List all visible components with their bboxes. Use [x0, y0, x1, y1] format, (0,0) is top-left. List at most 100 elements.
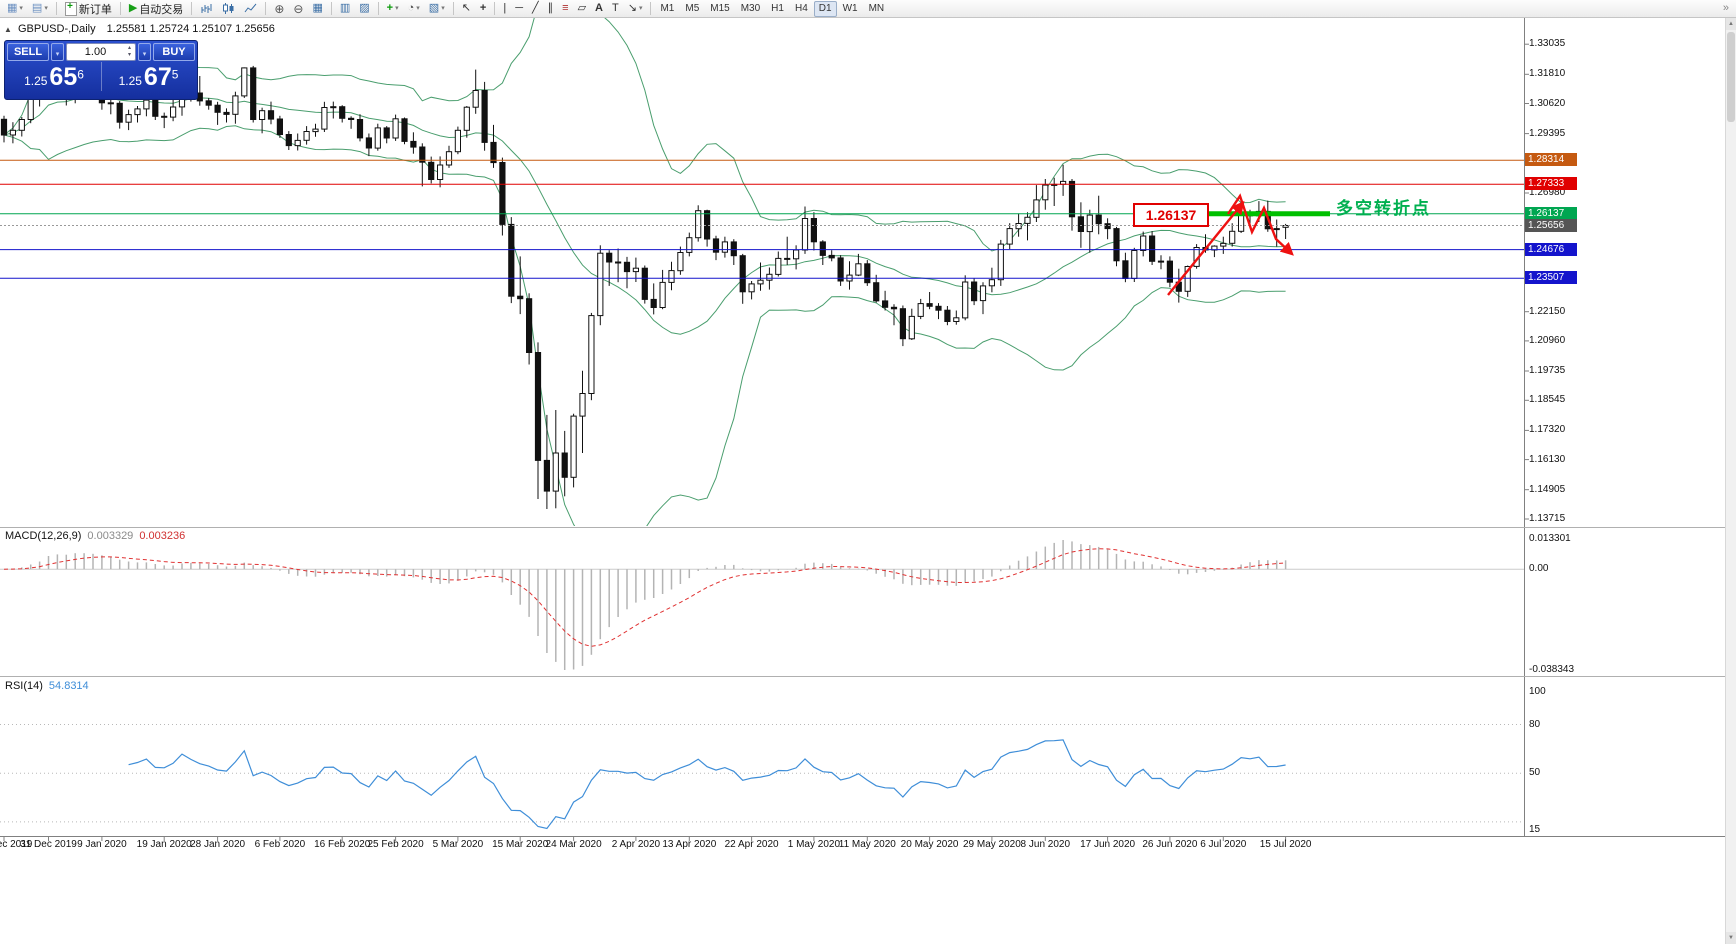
volume-input[interactable]: 1.00 ▴ ▾: [66, 43, 136, 61]
chevron-down-icon: ▾: [441, 5, 445, 12]
indicators-button[interactable]: + ▾: [383, 0, 403, 17]
cursor-button[interactable]: ↖: [458, 0, 475, 17]
bar-chart-mode-button[interactable]: [196, 0, 217, 17]
vertical-line-button[interactable]: |: [499, 0, 510, 17]
symbol-title: GBPUSD-,Daily: [17, 23, 96, 35]
periods-button[interactable]: ◔ ▾: [404, 0, 424, 17]
zoom-in-icon: ⊕: [274, 1, 285, 16]
price-tick-label: 1.33035: [1529, 38, 1566, 50]
price-tick-label: 1.31810: [1529, 68, 1566, 80]
sell-price-sup: 6: [77, 67, 84, 82]
chevron-down-icon: ▾: [416, 5, 420, 12]
text-label-button[interactable]: T: [608, 0, 623, 17]
buy-button[interactable]: BUY: [153, 43, 195, 61]
arrow-tools-icon: ↘: [627, 2, 637, 14]
date-label: 26 Jun 2020: [1142, 839, 1198, 850]
collapse-triangle-icon[interactable]: ▲: [4, 25, 12, 34]
timeframe-M15-button[interactable]: M15: [710, 2, 730, 14]
sell-price-big: 65: [49, 63, 78, 91]
sell-options-dropdown[interactable]: ▾: [51, 43, 64, 61]
macd-value-1: 0.003329: [87, 530, 134, 542]
sell-price-main: 1.25: [24, 74, 48, 88]
date-label: 28 Jan 2020: [190, 839, 246, 850]
fibonacci-button[interactable]: ≡: [558, 0, 572, 17]
trendline-button[interactable]: ╱: [528, 0, 543, 17]
chevron-down-icon: ▾: [55, 51, 60, 58]
timeframe-W1-button[interactable]: W1: [842, 2, 858, 14]
sell-price-display[interactable]: 1.25656: [7, 62, 101, 91]
new-order-label: 新订单: [78, 3, 112, 16]
chevron-down-icon: ▾: [395, 5, 399, 12]
timeframe-M5-button[interactable]: M5: [685, 2, 700, 14]
date-label: 19 Jan 2020: [136, 839, 192, 850]
vertical-scrollbar[interactable]: ▲ ▼: [1725, 18, 1736, 944]
toolbar-separator: [191, 2, 193, 15]
price-tick-label: 1.13715: [1529, 513, 1566, 524]
price-tick-label: 1.18545: [1529, 394, 1566, 406]
sell-button[interactable]: SELL: [7, 43, 49, 61]
date-label: 20 May 2020: [900, 839, 959, 850]
toolbar-separator: [377, 2, 379, 15]
timeframe-H1-button[interactable]: H1: [771, 2, 784, 14]
price-tick-label: 1.20960: [1529, 334, 1566, 346]
macd-axis-label: 0.013301: [1529, 533, 1571, 544]
grid-button[interactable]: ▦: [308, 0, 326, 17]
timeframe-M1-button[interactable]: M1: [660, 2, 675, 14]
templates-button[interactable]: ▧ ▾: [425, 0, 449, 17]
new-chart-button[interactable]: ▦ ▾: [3, 0, 27, 17]
date-label: 6 Jul 2020: [1200, 839, 1247, 850]
macd-indicator-label: MACD(12,26,9) 0.003329 0.003236: [5, 530, 185, 542]
cascade-windows-button[interactable]: ▨: [355, 0, 373, 17]
date-label: 24 Mar 2020: [545, 839, 602, 850]
date-label: 31 Dec 2019: [20, 839, 77, 850]
autotrading-button[interactable]: ▶ 自动交易: [125, 0, 187, 17]
date-label: 22 Dec 2019: [0, 839, 33, 850]
date-label: 15 Jul 2020: [1259, 839, 1312, 850]
toolbar-separator: [330, 2, 332, 15]
toolbar-more-button[interactable]: »: [1719, 0, 1733, 17]
channel-button[interactable]: ∥: [544, 0, 558, 17]
cursor-icon: ↖: [461, 2, 471, 14]
tile-windows-icon: ▥: [339, 2, 351, 14]
ohlc-values: 1.25581 1.25724 1.25107 1.25656: [106, 23, 275, 35]
annotation-note: 多空转折点: [1336, 199, 1431, 218]
line-chart-mode-button[interactable]: [240, 0, 261, 17]
zoom-in-button[interactable]: ⊕: [270, 0, 288, 17]
horizontal-line-button[interactable]: ─: [511, 0, 527, 17]
scroll-up-icon[interactable]: ▲: [1726, 18, 1736, 30]
periods-clock-icon: ◔: [407, 2, 415, 14]
tile-windows-button[interactable]: ▥: [336, 0, 354, 17]
profiles-button[interactable]: ▤ ▾: [28, 0, 52, 17]
grid-icon: ▦: [312, 2, 323, 14]
date-label: 8 Jun 2020: [1020, 839, 1071, 850]
price-tick-label: 1.30620: [1529, 97, 1566, 109]
crosshair-button[interactable]: +: [476, 0, 490, 17]
line-chart-mode-icon: [244, 3, 257, 13]
scrollbar-thumb[interactable]: [1727, 32, 1735, 122]
cascade-windows-icon: ▨: [359, 2, 370, 14]
rsi-axis-label: 100: [1529, 686, 1546, 697]
price-tick-label: 1.16130: [1529, 453, 1566, 465]
volume-stepper[interactable]: ▴ ▾: [124, 45, 135, 59]
price-level-flag[interactable]: 1.26137: [1133, 203, 1209, 227]
buy-price-display[interactable]: 1.25675: [101, 62, 195, 91]
buy-price-sup: 5: [171, 67, 179, 82]
new-order-button[interactable]: 新订单: [61, 0, 116, 17]
shapes-button[interactable]: ▱: [574, 0, 590, 17]
new-chart-icon: ▦: [7, 2, 18, 14]
autotrading-label: 自动交易: [139, 3, 184, 16]
arrow-tools-button[interactable]: ↘ ▾: [624, 0, 647, 17]
chart-canvas[interactable]: [0, 18, 1736, 944]
macd-name: MACD(12,26,9): [5, 530, 82, 542]
scroll-down-icon[interactable]: ▼: [1726, 932, 1736, 944]
price-tick-label: 1.17320: [1529, 424, 1566, 436]
zoom-out-button[interactable]: ⊖: [289, 0, 307, 17]
volume-options-dropdown[interactable]: ▾: [138, 43, 151, 61]
timeframe-M30-button[interactable]: M30: [740, 2, 761, 14]
timeframe-D1-button[interactable]: D1: [813, 0, 837, 17]
candle-chart-mode-button[interactable]: [218, 0, 239, 17]
timeframe-MN-button[interactable]: MN: [868, 2, 885, 14]
text-button[interactable]: A: [591, 0, 607, 17]
profiles-icon: ▤: [31, 2, 43, 14]
timeframe-H4-button[interactable]: H4: [794, 2, 808, 14]
